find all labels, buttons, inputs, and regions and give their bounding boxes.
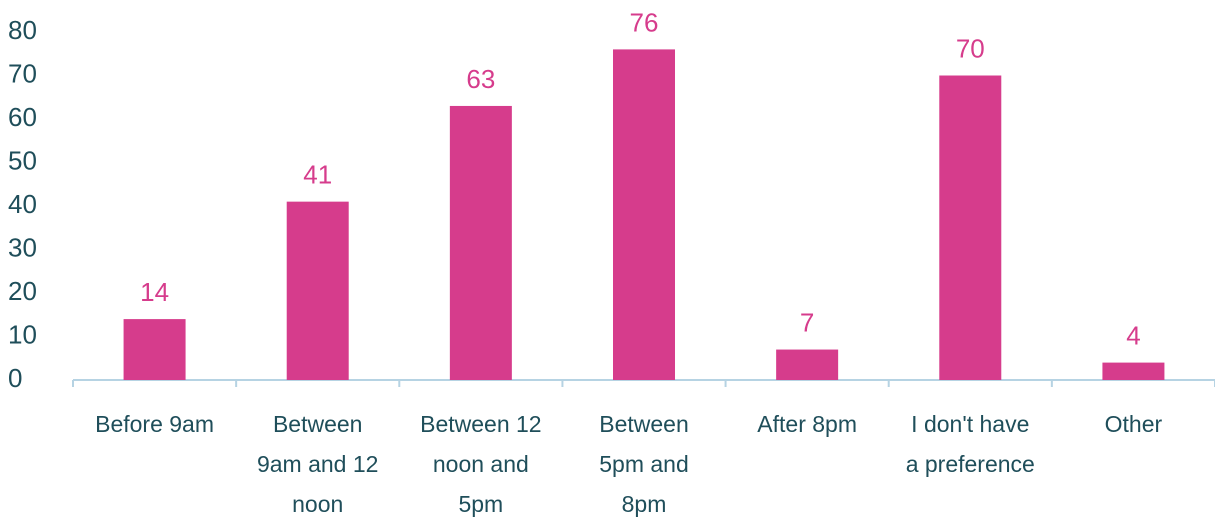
category-label: Between 12 [420,411,541,437]
y-tick-label: 70 [8,58,37,88]
y-tick-label: 20 [8,276,37,306]
y-axis-tick-labels: 0 10 20 30 40 50 60 70 80 [8,15,37,393]
data-label: 70 [956,34,985,64]
data-label: 76 [630,7,659,37]
x-axis-tick-marks [72,380,1215,387]
y-tick-label: 50 [8,145,37,175]
category-label: After 8pm [757,411,857,437]
category-label: 9am and 12 [257,451,378,477]
bar-series [123,49,1165,381]
bar [613,49,675,381]
category-label: 5pm [458,491,503,517]
y-tick-label: 30 [8,232,37,262]
category-label: 5pm and [599,451,689,477]
data-label: 7 [800,308,814,338]
category-label: noon and [433,451,529,477]
category-labels: Before 9am Between 9am and 12 noon Between 1… [95,411,1162,517]
bar [1102,362,1165,380]
y-tick-label: 80 [8,15,37,45]
bar [776,349,839,380]
data-label: 14 [140,277,169,307]
bar [449,105,512,380]
y-tick-label: 0 [8,363,22,393]
category-label: Before 9am [95,411,214,437]
category-label: 8pm [622,491,667,517]
category-label: Between [273,411,363,437]
bar [286,201,349,380]
bar [123,319,186,380]
data-label: 4 [1126,321,1140,351]
y-tick-label: 40 [8,189,37,219]
data-labels: 14 41 63 76 7 70 4 [140,7,1141,350]
category-label: I don't have [911,411,1029,437]
y-tick-label: 60 [8,102,37,132]
data-label: 41 [303,160,332,190]
y-tick-label: 10 [8,319,37,349]
category-label: noon [292,491,343,517]
data-label: 63 [466,64,495,94]
category-label: a preference [906,451,1035,477]
category-label: Other [1105,411,1163,437]
category-label: Between [599,411,689,437]
bar [939,75,1002,380]
